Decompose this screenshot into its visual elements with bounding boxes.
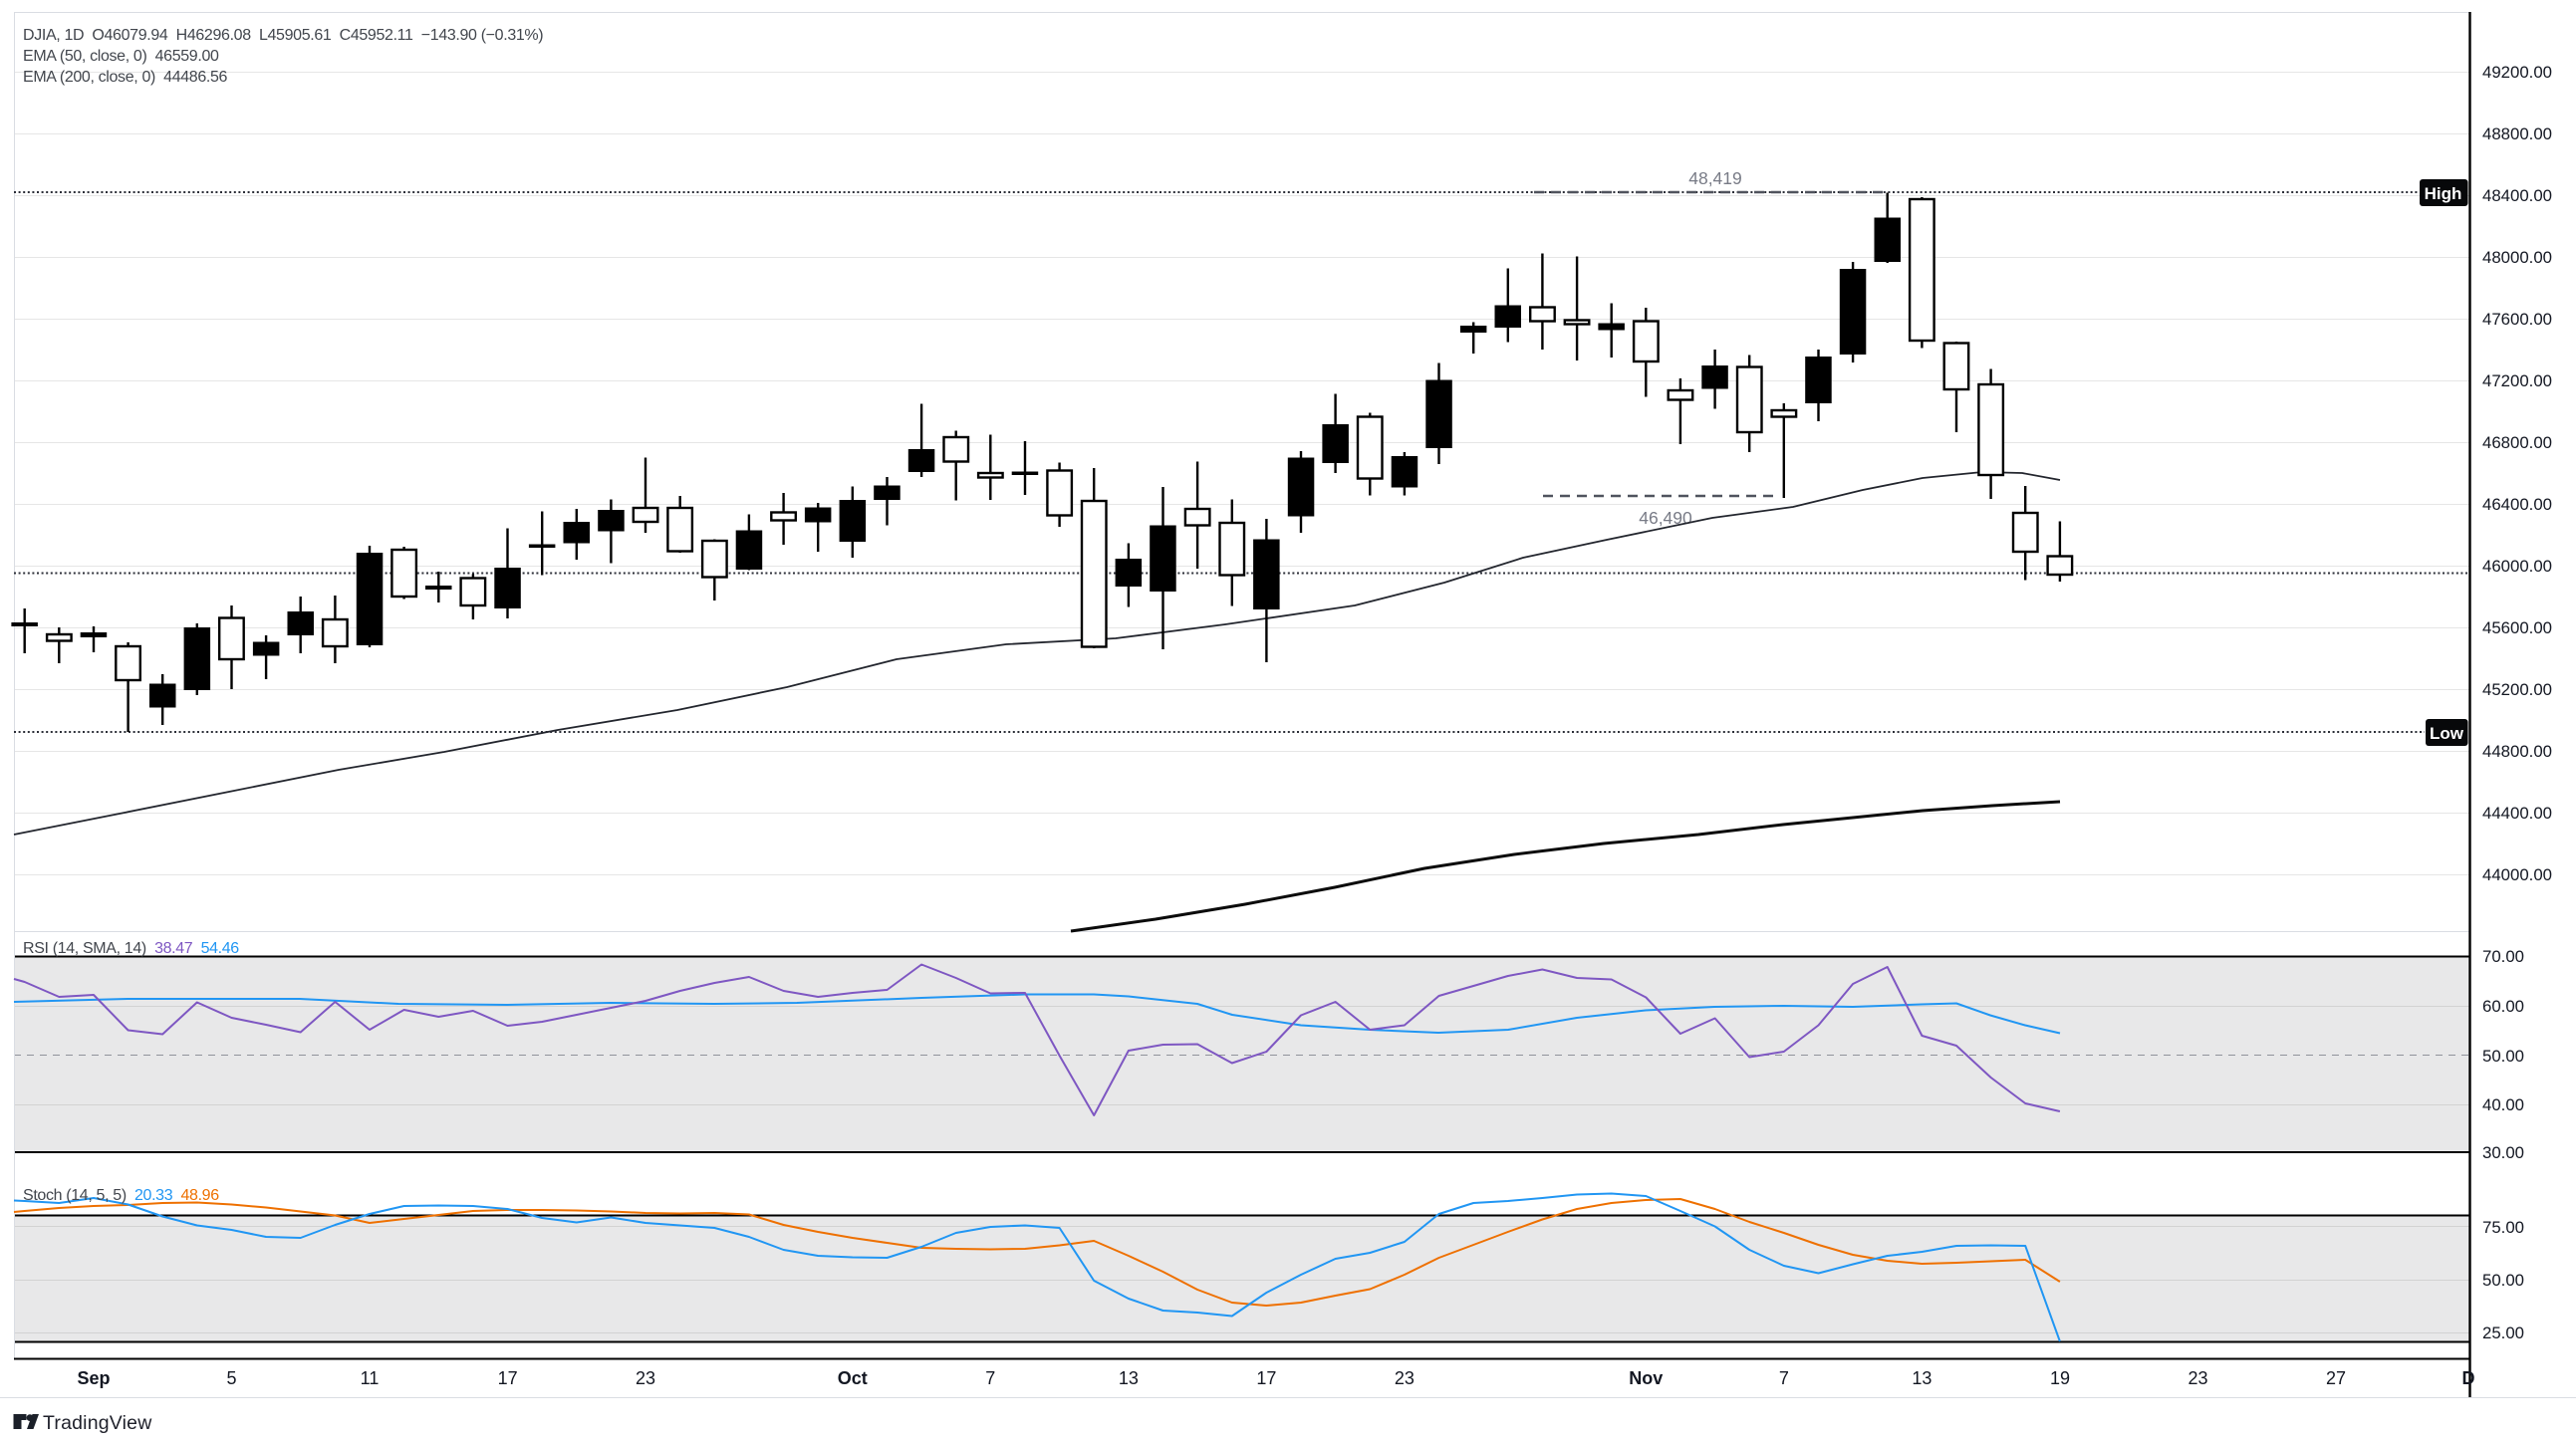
svg-text:48,419: 48,419 [1688,168,1742,188]
svg-text:47200.00: 47200.00 [2482,371,2552,390]
svg-text:Nov: Nov [1629,1368,1663,1388]
svg-text:50.00: 50.00 [2482,1047,2524,1066]
svg-text:EMA (50, close, 0) 46559.00: EMA (50, close, 0) 46559.00 [23,48,219,65]
svg-text:Low: Low [2430,724,2464,743]
svg-text:47600.00: 47600.00 [2482,310,2552,329]
svg-text:45600.00: 45600.00 [2482,618,2552,637]
svg-text:50.00: 50.00 [2482,1271,2524,1290]
svg-text:46800.00: 46800.00 [2482,433,2552,452]
svg-text:Stoch (14, 5, 5) 20.33 48.96: Stoch (14, 5, 5) 20.33 48.96 [23,1187,219,1204]
svg-text:17: 17 [1256,1368,1276,1388]
svg-text:44000.00: 44000.00 [2482,865,2552,884]
svg-text:High: High [2425,184,2462,203]
svg-text:46400.00: 46400.00 [2482,495,2552,514]
svg-text:25.00: 25.00 [2482,1323,2524,1342]
svg-text:7: 7 [985,1368,995,1388]
svg-text:46,490: 46,490 [1639,508,1692,528]
svg-text:23: 23 [1395,1368,1415,1388]
svg-text:17: 17 [498,1368,518,1388]
svg-text:23: 23 [636,1368,655,1388]
svg-text:13: 13 [1912,1368,1932,1388]
svg-text:D: D [2462,1368,2475,1388]
svg-text:30.00: 30.00 [2482,1143,2524,1162]
svg-text:7: 7 [1779,1368,1789,1388]
svg-text:45200.00: 45200.00 [2482,680,2552,699]
svg-text:19: 19 [2050,1368,2070,1388]
svg-text:48000.00: 48000.00 [2482,248,2552,267]
svg-text:DJIA, 1D O46079.94 H46296.08: DJIA, 1D O46079.94 H46296.08 L45905.61 C… [23,27,543,44]
svg-text:49200.00: 49200.00 [2482,63,2552,82]
svg-text:44800.00: 44800.00 [2482,742,2552,761]
svg-text:48400.00: 48400.00 [2482,186,2552,205]
svg-text:40.00: 40.00 [2482,1095,2524,1114]
svg-text:Sep: Sep [77,1368,110,1388]
svg-text:70.00: 70.00 [2482,947,2524,966]
svg-text:EMA (200, close, 0) 44486.56: EMA (200, close, 0) 44486.56 [23,69,228,86]
svg-text:75.00: 75.00 [2482,1218,2524,1237]
svg-text:46000.00: 46000.00 [2482,557,2552,576]
svg-text:11: 11 [361,1368,380,1388]
svg-text:RSI (14, SMA, 14) 38.47 54.4: RSI (14, SMA, 14) 38.47 54.46 [23,940,239,957]
svg-text:60.00: 60.00 [2482,997,2524,1016]
svg-text:5: 5 [226,1368,236,1388]
svg-text:27: 27 [2326,1368,2346,1388]
svg-text:Oct: Oct [838,1368,868,1388]
svg-text:TradingView: TradingView [43,1412,152,1434]
svg-text:44400.00: 44400.00 [2482,804,2552,823]
svg-text:13: 13 [1119,1368,1139,1388]
svg-text:48800.00: 48800.00 [2482,124,2552,143]
svg-text:23: 23 [2188,1368,2207,1388]
